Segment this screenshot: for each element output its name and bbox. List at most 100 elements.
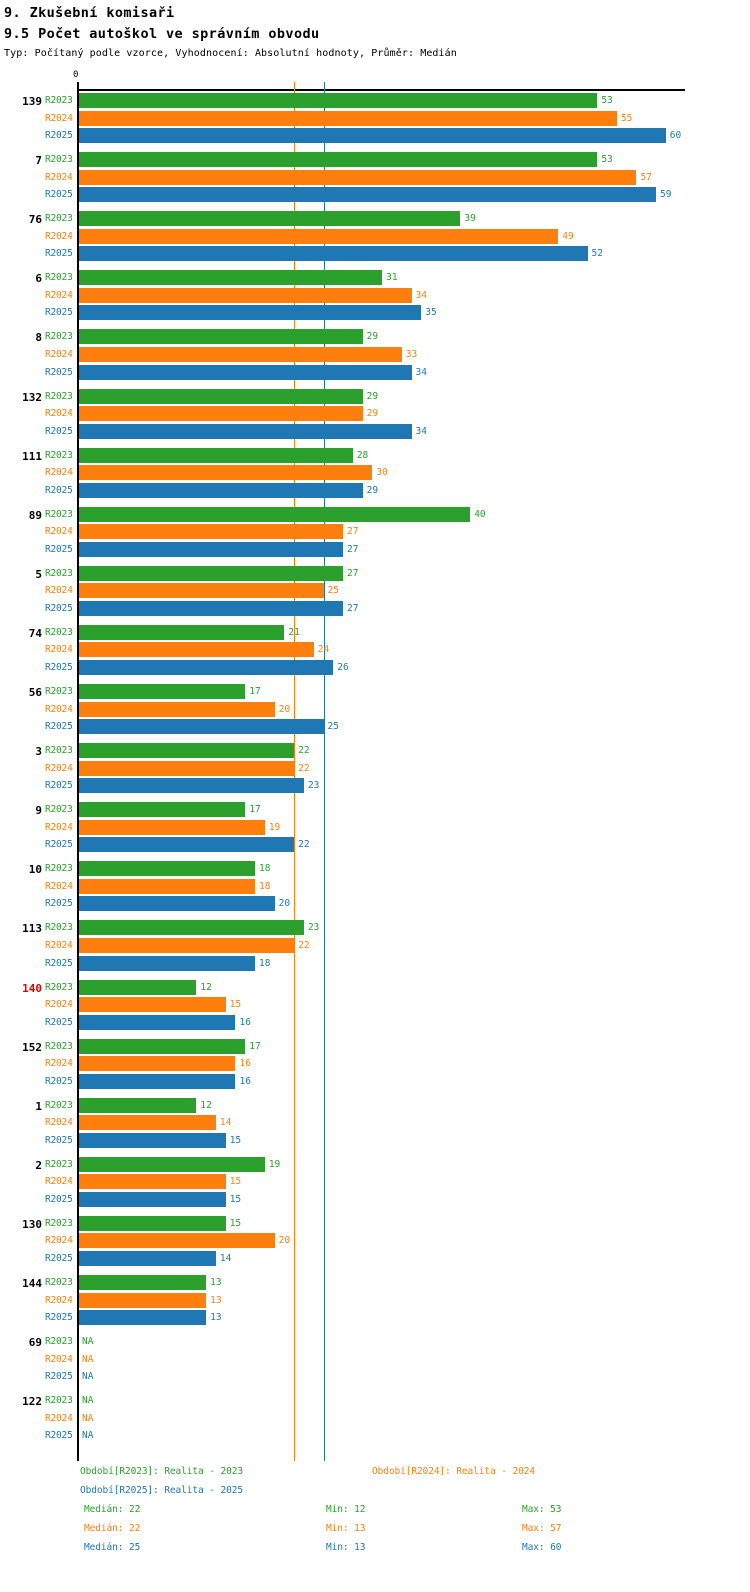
series-label-r2023: R2023 xyxy=(45,981,73,993)
bar-r2023[interactable] xyxy=(79,329,363,345)
bar-r2023[interactable] xyxy=(79,920,304,936)
bar-r2024[interactable] xyxy=(79,1174,226,1190)
bar-r2023[interactable] xyxy=(79,1156,265,1172)
bar-r2023[interactable] xyxy=(79,211,461,227)
bar-r2025[interactable] xyxy=(79,1310,207,1326)
bar-r2024[interactable] xyxy=(79,1115,216,1131)
bar-row: R2024 18 xyxy=(0,878,750,895)
bar-r2024[interactable] xyxy=(79,701,275,717)
bar-r2023[interactable] xyxy=(79,624,285,640)
bar-r2024[interactable] xyxy=(79,169,637,185)
bar-r2025[interactable] xyxy=(79,246,588,262)
bar-r2024[interactable] xyxy=(79,524,344,540)
bar-r2024[interactable] xyxy=(79,937,295,953)
bar-row: R2025 18 xyxy=(0,955,750,972)
bar-group: 10 R2023 18 R2024 18 R2025 20 xyxy=(0,860,750,913)
bar-r2024[interactable] xyxy=(79,287,412,303)
bar-r2025[interactable] xyxy=(79,1191,226,1207)
bar-r2024[interactable] xyxy=(79,997,226,1013)
bar-r2023[interactable] xyxy=(79,1097,197,1113)
bar-value-label: 33 xyxy=(405,348,418,360)
bar-value-label: 18 xyxy=(259,863,271,875)
bar-r2024[interactable] xyxy=(79,878,256,894)
bar-group-label: 8 xyxy=(35,331,42,345)
bar-r2023[interactable] xyxy=(79,979,197,995)
bar-row: R2025 16 xyxy=(0,1073,750,1090)
bar-r2025[interactable] xyxy=(79,541,344,557)
bar-r2025[interactable] xyxy=(79,423,412,439)
bar-r2023[interactable] xyxy=(79,802,246,818)
bar-r2024[interactable] xyxy=(79,110,617,126)
bar-r2024[interactable] xyxy=(79,760,295,776)
bar-r2024[interactable] xyxy=(79,1056,236,1072)
bar-r2024[interactable] xyxy=(79,1292,207,1308)
legend-row-entries-1: Období[R2023]: Realita - 2023 Období[R202… xyxy=(0,1462,750,1481)
bar-r2025[interactable] xyxy=(79,482,363,498)
bar-value-label: 23 xyxy=(307,922,320,934)
bar-r2023[interactable] xyxy=(79,388,363,404)
bar-group-label: 122 xyxy=(22,1395,42,1409)
bar-r2023[interactable] xyxy=(79,93,598,108)
bar-r2025[interactable] xyxy=(79,1014,236,1030)
bar-r2025[interactable] xyxy=(79,600,344,616)
bar-r2024[interactable] xyxy=(79,346,402,362)
bar-value-label: 20 xyxy=(278,703,291,715)
legend-median-r2024: Medián: 22 xyxy=(84,1523,141,1534)
bar-r2023[interactable] xyxy=(79,447,353,463)
bar-r2025[interactable] xyxy=(79,305,422,321)
bar-r2024[interactable] xyxy=(79,642,314,658)
bar-row: R2023 53 xyxy=(0,92,750,109)
legend-row-stats-r2025: Medián: 25 Min: 13 Max: 60 xyxy=(0,1538,750,1557)
bar-value-label: 18 xyxy=(259,957,271,969)
bar-r2023[interactable] xyxy=(79,861,256,877)
bar-value-label: 53 xyxy=(601,154,613,166)
legend-row-stats-r2023: Medián: 22 Min: 12 Max: 53 xyxy=(0,1500,750,1519)
bar-r2025[interactable] xyxy=(79,128,666,144)
series-label-r2024: R2024 xyxy=(45,526,73,538)
bar-value-label: 14 xyxy=(219,1253,232,1265)
bar-row: R2024 30 xyxy=(0,464,750,481)
bar-group-label: 10 xyxy=(28,863,42,877)
bar-r2025[interactable] xyxy=(79,896,275,912)
bar-chart-plot-area: 0 139 R2023 53 R2024 55 R2025 60 7 R2023 53 R2024 5… xyxy=(0,70,750,1461)
bar-row: R2024 16 xyxy=(0,1055,750,1072)
bar-value-label: 31 xyxy=(386,272,398,284)
chart-legend: Období[R2023]: Realita - 2023 Období[R202… xyxy=(0,1462,750,1557)
bar-r2025[interactable] xyxy=(79,955,256,971)
bar-group: 8 R2023 29 R2024 33 R2025 34 xyxy=(0,328,750,381)
bar-r2023[interactable] xyxy=(79,506,471,522)
bar-value-na: NA xyxy=(82,1395,94,1407)
bar-r2025[interactable] xyxy=(79,187,657,203)
bar-r2024[interactable] xyxy=(79,465,373,481)
bar-r2025[interactable] xyxy=(79,1251,216,1267)
bar-r2023[interactable] xyxy=(79,270,383,286)
series-label-r2025: R2025 xyxy=(45,1134,73,1146)
bar-r2023[interactable] xyxy=(79,152,598,168)
bar-r2023[interactable] xyxy=(79,1215,226,1231)
bar-r2023[interactable] xyxy=(79,1038,246,1054)
bar-r2025[interactable] xyxy=(79,778,304,794)
bar-r2024[interactable] xyxy=(79,583,324,599)
series-label-r2025: R2025 xyxy=(45,1253,73,1265)
bar-r2024[interactable] xyxy=(79,228,559,244)
bar-r2025[interactable] xyxy=(79,719,324,735)
bar-group-label: 130 xyxy=(22,1217,42,1231)
series-label-r2024: R2024 xyxy=(45,703,73,715)
bar-r2024[interactable] xyxy=(79,1233,275,1249)
bar-r2025[interactable] xyxy=(79,660,334,676)
bar-value-label: 29 xyxy=(366,408,379,420)
bar-row: R2023 18 xyxy=(0,860,750,877)
bar-r2024[interactable] xyxy=(79,819,265,835)
bar-r2023[interactable] xyxy=(79,1275,207,1290)
legend-median-r2023: Medián: 22 xyxy=(84,1504,141,1515)
bar-r2024[interactable] xyxy=(79,406,363,422)
bar-r2023[interactable] xyxy=(79,743,295,759)
bar-value-label: 20 xyxy=(278,898,291,910)
bar-r2023[interactable] xyxy=(79,684,246,699)
bar-r2025[interactable] xyxy=(79,364,412,380)
bar-r2025[interactable] xyxy=(79,1073,236,1089)
bar-r2025[interactable] xyxy=(79,837,295,853)
bar-r2023[interactable] xyxy=(79,565,344,581)
bar-value-label: 34 xyxy=(415,425,427,437)
bar-r2025[interactable] xyxy=(79,1132,226,1148)
